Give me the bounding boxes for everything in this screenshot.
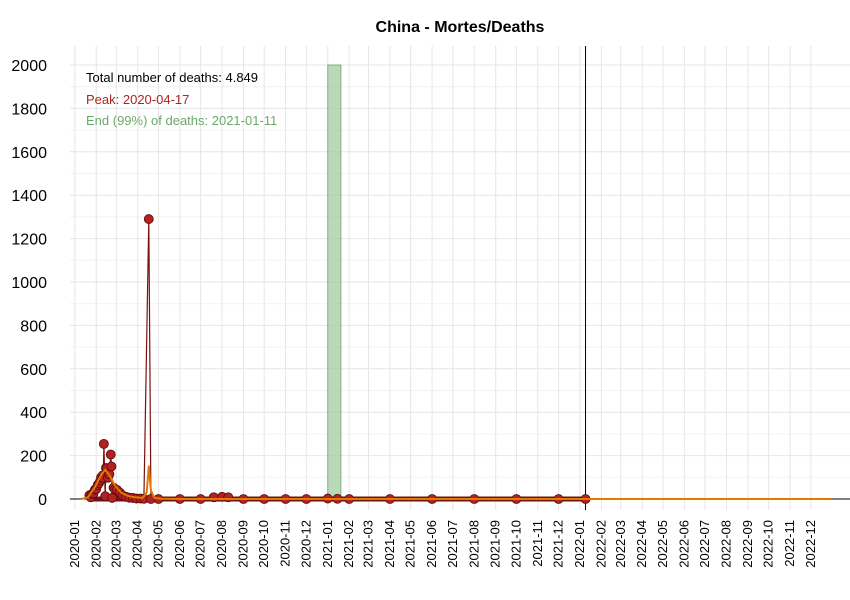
x-tick-label: 2020-05 bbox=[150, 520, 165, 568]
x-tick-label: 2021-05 bbox=[403, 520, 418, 568]
observed-point bbox=[98, 438, 109, 449]
x-tick-label: 2021-07 bbox=[445, 520, 460, 568]
x-tick-label: 2022-06 bbox=[676, 520, 691, 568]
x-tick-label: 2020-11 bbox=[278, 520, 293, 567]
observed-point bbox=[208, 492, 219, 503]
y-tick-label: 1600 bbox=[11, 145, 47, 162]
x-tick-label: 2022-08 bbox=[719, 520, 734, 568]
end-99-band bbox=[327, 64, 342, 500]
chart-title: China - Mortes/Deaths bbox=[376, 19, 545, 36]
x-tick-label: 2022-07 bbox=[697, 520, 712, 568]
observed-point bbox=[107, 493, 118, 503]
y-tick-label: 0 bbox=[38, 492, 47, 509]
x-tick-label: 2022-03 bbox=[613, 520, 628, 568]
x-tick-label: 2020-12 bbox=[298, 520, 313, 568]
x-tick-label: 2021-09 bbox=[488, 520, 503, 568]
x-tick-label: 2022-09 bbox=[740, 520, 755, 568]
x-tick-label: 2020-03 bbox=[108, 520, 123, 568]
x-tick-label: 2020-10 bbox=[256, 520, 271, 568]
observed-point bbox=[105, 449, 116, 460]
y-tick-label: 800 bbox=[20, 318, 47, 335]
x-tick-label: 2021-01 bbox=[320, 520, 335, 568]
y-tick-label: 1400 bbox=[11, 188, 47, 205]
observed-point bbox=[143, 214, 154, 224]
annotation-total: Total number of deaths: 4.849 bbox=[86, 70, 258, 85]
x-tick-label: 2022-01 bbox=[572, 520, 587, 568]
x-tick-label: 2021-02 bbox=[341, 520, 356, 568]
x-tick-label: 2022-05 bbox=[655, 520, 670, 568]
x-tick-label: 2021-08 bbox=[466, 520, 481, 568]
x-tick-label: 2022-04 bbox=[634, 520, 649, 568]
x-tick-label: 2022-11 bbox=[782, 520, 797, 567]
y-tick-label: 1200 bbox=[11, 232, 47, 249]
y-tick-label: 2000 bbox=[11, 58, 47, 75]
fitted-curve bbox=[80, 465, 832, 500]
x-tick-label: 2022-10 bbox=[761, 520, 776, 568]
x-tick-label: 2022-02 bbox=[593, 520, 608, 568]
x-tick-label: 2020-02 bbox=[88, 520, 103, 568]
x-tick-label: 2020-08 bbox=[214, 520, 229, 568]
annotations: Total number of deaths: 4.849 Peak: 2020… bbox=[86, 70, 277, 128]
x-tick-label: 2020-07 bbox=[193, 520, 208, 568]
annotation-end: End (99%) of deaths: 2021-01-11 bbox=[86, 113, 277, 128]
x-tick-label: 2020-09 bbox=[235, 520, 250, 568]
y-tick-label: 1000 bbox=[11, 275, 47, 292]
x-tick-label: 2021-03 bbox=[361, 520, 376, 568]
observed-point bbox=[106, 461, 117, 472]
x-tick-label: 2022-12 bbox=[803, 520, 818, 568]
y-tick-label: 200 bbox=[20, 449, 47, 466]
series-layer bbox=[80, 214, 832, 504]
x-tick-label: 2021-10 bbox=[508, 520, 523, 568]
y-tick-label: 400 bbox=[20, 405, 47, 422]
y-tick-label: 600 bbox=[20, 362, 47, 379]
annotation-peak: Peak: 2020-04-17 bbox=[86, 92, 189, 107]
x-tick-label: 2020-06 bbox=[172, 520, 187, 568]
end-band-layer bbox=[327, 64, 342, 500]
x-tick-label: 2021-06 bbox=[424, 520, 439, 568]
x-tick-label: 2021-12 bbox=[551, 520, 566, 568]
x-tick-label: 2021-04 bbox=[382, 520, 397, 568]
axes: 2020-01 2020-02 2020-03 2020-04 2020-05 2020-… bbox=[11, 46, 850, 568]
observed-point bbox=[223, 492, 234, 503]
x-tick-label: 2020-04 bbox=[130, 520, 145, 568]
x-tick-label: 2021-11 bbox=[530, 520, 545, 567]
y-tick-label: 1800 bbox=[11, 101, 47, 118]
x-tick-label: 2020-01 bbox=[67, 520, 82, 568]
grid bbox=[70, 46, 850, 510]
